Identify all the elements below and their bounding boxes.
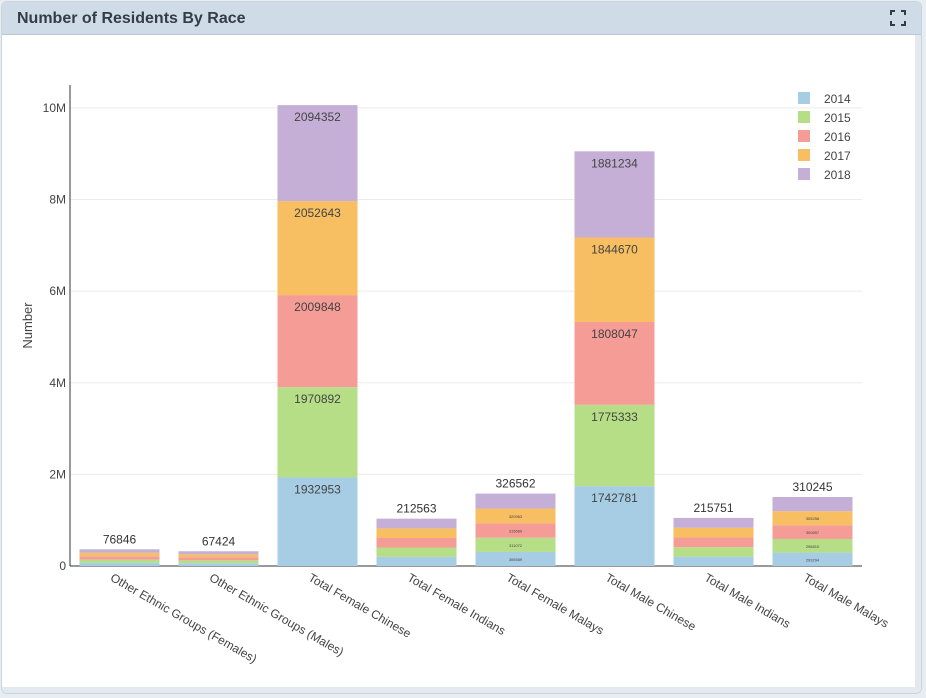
x-category-label: Total Male Chinese [603,570,699,633]
bar-segment-label: 1844670 [591,243,638,257]
bar-segment-label: 2009848 [294,300,341,314]
bar-segment [475,493,556,509]
bar-total-label: 310245 [792,480,832,494]
bar-segment [376,538,457,548]
x-category-label: Total Male Malays [801,570,891,630]
bar-segment [277,105,358,202]
bar-segment [178,551,259,555]
legend-entry: 2014 [824,92,851,106]
bar-segment [277,387,358,478]
y-tick-label: 10M [43,101,66,115]
bar-segment [475,551,556,566]
bar-segment-label: 315669 [509,528,523,533]
panel-header: Number of Residents By Race [2,2,921,35]
bar-segment [376,556,457,566]
y-tick-label: 2M [49,467,66,481]
x-category-label: Total Female Chinese [306,570,414,640]
bar-segment [79,562,160,566]
legend-entry: 2016 [824,130,851,144]
bar-segment-label: 311072 [509,543,523,548]
legend-entry: 2015 [824,111,851,125]
bar-total-label: 67424 [202,534,236,548]
x-category-label: Total Female Malays [504,570,606,637]
bar-segment [79,552,160,557]
legend-swatch [798,168,810,180]
bar-segment [772,538,853,553]
bar-total-label: 215751 [693,501,733,515]
bar-segment [277,201,358,296]
legend-swatch [798,92,810,104]
x-category-label: Total Male Indians [702,570,793,630]
bar-segment [376,547,457,557]
y-tick-label: 4M [49,376,66,390]
bar-segment-label: 2094352 [294,110,341,124]
bar-segment-label: 320963 [509,514,523,519]
bar-segment [277,477,358,566]
bar-total-label: 212563 [396,502,436,516]
legend-entry: 2018 [824,168,851,182]
y-tick-label: 8M [49,193,66,207]
bar-segment [673,547,754,557]
bar-segment [673,556,754,566]
bar-segment [772,525,853,539]
y-tick-label: 6M [49,284,66,298]
bar-segment [673,517,754,528]
bar-segment-label: 296810 [806,544,820,549]
bar-segment [376,518,457,529]
panel-bottom-edge [2,687,921,693]
bar-segment-label: 306569 [509,557,523,562]
bar-segment [79,556,160,560]
legend-swatch [798,149,810,161]
bar-segment [475,508,556,524]
bar-segment-label: 1742781 [591,491,638,505]
bar-segment [574,151,655,238]
bar-segment [178,560,259,564]
bar-segment [772,496,853,512]
bar-segment [673,527,754,538]
bar-segment-label: 1932953 [294,482,341,496]
bar-segment [772,552,853,566]
bar-segment-label: 1970892 [294,392,341,406]
bar-segment [79,549,160,553]
x-category-label: Total Female Indians [405,570,508,637]
bar-segment [178,554,259,558]
legend-swatch [798,111,810,123]
legend-entry: 2017 [824,149,851,163]
bar-segment-label: 1881234 [591,156,638,170]
bar-segment [574,237,655,323]
bar-segment [178,557,259,561]
bar-segment-label: 305258 [806,516,820,521]
panel-title: Number of Residents By Race [17,10,246,27]
y-tick-label: 0 [59,559,66,573]
bar-segment [178,563,259,566]
bar-segment [574,322,655,405]
y-axis-title: Number [20,302,35,349]
bar-segment-label: 2052643 [294,206,341,220]
bar-segment-label: 1808047 [591,327,638,341]
bar-segment-label: 293294 [806,557,820,562]
expand-icon[interactable] [889,9,907,27]
legend-swatch [798,130,810,142]
panel-right-edge [915,35,921,693]
bar-segment [574,486,655,566]
bar-segment [79,559,160,563]
bar-segment [772,511,853,526]
bar-segment [376,528,457,539]
bar-segment [574,404,655,487]
bar-segment-label: 300897 [806,530,820,535]
bar-segment [475,537,556,552]
bar-segment [277,295,358,388]
bar-total-label: 76846 [103,532,137,546]
bar-segment [673,537,754,548]
bar-segment [475,523,556,538]
bar-total-label: 326562 [495,477,535,491]
bar-segment-label: 1775333 [591,410,638,424]
